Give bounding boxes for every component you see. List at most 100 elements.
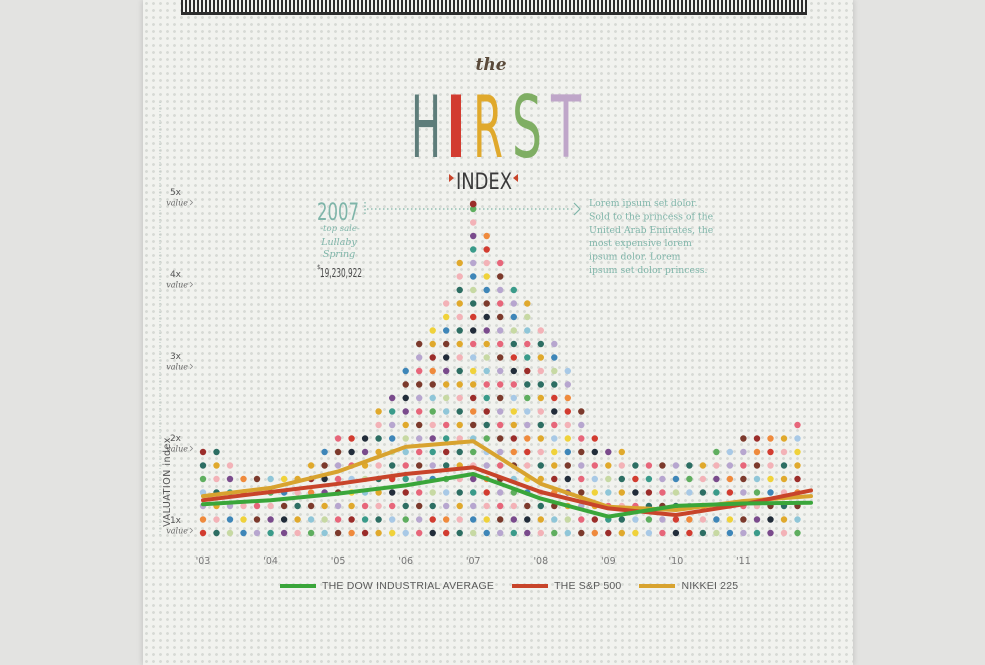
dot <box>537 367 544 375</box>
dot <box>429 354 436 361</box>
dot <box>510 300 517 307</box>
dot <box>497 448 504 456</box>
dot <box>551 408 558 415</box>
dot <box>402 462 409 469</box>
legend-swatch <box>639 584 676 588</box>
dot <box>470 529 477 537</box>
dot <box>389 394 396 402</box>
note-line: ipsum dolor. Lorem <box>589 252 681 263</box>
dot <box>686 489 693 496</box>
callout-title-line1: Lullaby <box>320 237 357 248</box>
dot <box>632 529 639 537</box>
title-letter-i: I <box>441 78 471 178</box>
series-line <box>201 465 813 517</box>
dot <box>564 475 571 483</box>
dot <box>497 489 504 496</box>
dot <box>740 435 747 442</box>
dot <box>429 367 436 375</box>
dot <box>618 462 625 469</box>
dot <box>686 462 693 469</box>
dot <box>605 475 612 483</box>
dot <box>591 475 598 483</box>
x-tick-label: '07 <box>466 556 481 567</box>
dot <box>564 435 571 442</box>
dot <box>375 529 382 537</box>
dot <box>537 502 544 510</box>
dot <box>537 529 544 537</box>
dot <box>524 448 531 456</box>
dot <box>497 516 504 523</box>
dot <box>524 327 531 334</box>
dot <box>740 529 747 537</box>
dot <box>402 381 409 388</box>
dot <box>429 435 436 442</box>
dot <box>199 448 207 456</box>
dot <box>767 516 774 523</box>
dot <box>375 421 382 429</box>
dot <box>334 516 342 523</box>
x-tick-label: '10 <box>669 556 684 567</box>
dot <box>645 475 653 483</box>
dot <box>402 421 409 429</box>
x-tick-label: '03 <box>196 556 211 567</box>
dot <box>456 300 463 307</box>
dot <box>375 516 382 523</box>
dot <box>618 475 625 483</box>
dot <box>213 448 220 456</box>
dot <box>389 489 396 496</box>
dot <box>483 462 490 469</box>
dot <box>497 435 504 442</box>
legend: THE DOW INDUSTRIAL AVERAGE THE S&P 500 NIK… <box>280 580 738 592</box>
dot <box>740 475 747 483</box>
dot <box>389 408 396 415</box>
dot <box>780 516 788 523</box>
dot <box>713 462 720 469</box>
dot <box>497 462 504 469</box>
dot <box>483 340 490 348</box>
legend-item: NIKKEI 225 <box>639 580 738 592</box>
dot <box>726 462 734 469</box>
dot <box>253 516 261 523</box>
dot <box>267 516 274 523</box>
dot <box>524 408 531 415</box>
dot <box>280 502 288 510</box>
dot <box>551 367 558 375</box>
dot <box>510 313 517 321</box>
dot <box>699 516 707 523</box>
dot <box>321 502 328 510</box>
dot <box>470 327 477 334</box>
dot <box>294 529 301 537</box>
dot <box>578 448 585 456</box>
dot <box>632 462 639 469</box>
dot <box>456 286 463 294</box>
dot <box>240 516 247 523</box>
dot <box>578 421 585 429</box>
dot <box>361 435 369 442</box>
dot <box>416 354 423 361</box>
dot <box>618 489 625 496</box>
dot <box>497 502 504 510</box>
y-tick-label: 4x <box>170 270 182 280</box>
dot <box>564 381 571 388</box>
dot <box>659 475 666 483</box>
dot <box>470 354 477 361</box>
dot <box>537 435 544 442</box>
dot <box>199 529 207 537</box>
dot <box>713 448 720 456</box>
dot <box>416 516 423 523</box>
dot <box>226 462 234 469</box>
dot <box>470 489 477 496</box>
dot <box>578 529 585 537</box>
dot <box>497 286 504 294</box>
dot <box>226 529 234 537</box>
dot <box>564 394 571 402</box>
dot <box>429 394 436 402</box>
dot <box>672 529 680 537</box>
dot <box>659 516 666 523</box>
dot <box>767 529 774 537</box>
dot <box>524 516 531 523</box>
dot <box>510 286 517 294</box>
dot <box>402 394 409 402</box>
dot <box>537 448 544 456</box>
dot <box>591 529 598 537</box>
